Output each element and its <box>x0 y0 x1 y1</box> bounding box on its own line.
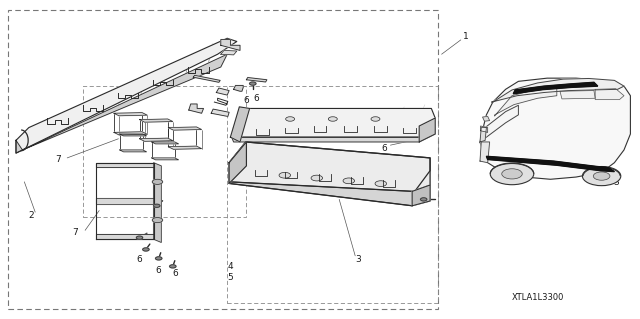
Polygon shape <box>216 88 229 95</box>
Polygon shape <box>152 142 179 144</box>
Polygon shape <box>16 54 227 153</box>
Polygon shape <box>140 138 173 141</box>
Circle shape <box>285 117 294 121</box>
Text: 6: 6 <box>137 256 142 264</box>
Text: XTLA1L3300: XTLA1L3300 <box>511 293 564 302</box>
Circle shape <box>279 172 291 178</box>
Circle shape <box>170 265 176 268</box>
Polygon shape <box>480 128 486 142</box>
Text: 6: 6 <box>253 94 259 103</box>
Text: 7: 7 <box>73 228 78 237</box>
Polygon shape <box>229 142 430 206</box>
Polygon shape <box>96 234 154 239</box>
Polygon shape <box>16 38 237 153</box>
Polygon shape <box>246 78 267 82</box>
Polygon shape <box>96 163 154 167</box>
Polygon shape <box>492 78 624 102</box>
Circle shape <box>154 204 160 207</box>
Circle shape <box>250 82 256 85</box>
Polygon shape <box>193 75 220 82</box>
Circle shape <box>328 117 337 121</box>
Polygon shape <box>221 40 240 50</box>
Circle shape <box>371 117 380 121</box>
Text: 6: 6 <box>244 96 249 105</box>
Polygon shape <box>513 82 598 94</box>
Polygon shape <box>480 78 630 179</box>
Polygon shape <box>229 182 430 206</box>
Polygon shape <box>120 134 147 136</box>
Circle shape <box>311 175 323 181</box>
Polygon shape <box>229 142 430 191</box>
Circle shape <box>502 169 522 179</box>
Polygon shape <box>120 150 147 152</box>
Circle shape <box>490 163 534 185</box>
Polygon shape <box>480 142 490 163</box>
Polygon shape <box>140 119 173 122</box>
Text: 3: 3 <box>356 256 361 264</box>
Text: 6: 6 <box>156 266 161 275</box>
Circle shape <box>136 236 143 239</box>
Circle shape <box>582 167 621 186</box>
Text: 6: 6 <box>381 144 387 153</box>
Polygon shape <box>481 126 488 132</box>
Polygon shape <box>211 109 229 116</box>
Circle shape <box>143 248 149 251</box>
Text: 7: 7 <box>55 155 60 164</box>
Circle shape <box>593 172 610 180</box>
Polygon shape <box>486 156 614 172</box>
Polygon shape <box>114 113 147 116</box>
Polygon shape <box>232 108 435 137</box>
Polygon shape <box>221 50 237 55</box>
Circle shape <box>152 179 163 184</box>
Polygon shape <box>168 127 202 130</box>
Polygon shape <box>152 158 179 160</box>
Polygon shape <box>234 85 243 91</box>
Text: 3: 3 <box>614 178 619 187</box>
Polygon shape <box>232 129 435 142</box>
Text: 1: 1 <box>463 32 468 41</box>
Polygon shape <box>96 198 154 204</box>
Polygon shape <box>495 87 557 116</box>
Polygon shape <box>168 146 202 149</box>
Circle shape <box>420 198 427 201</box>
Text: 2: 2 <box>28 211 33 220</box>
Circle shape <box>375 181 387 187</box>
Polygon shape <box>114 132 147 135</box>
Text: 2: 2 <box>495 114 500 123</box>
Text: 4: 4 <box>228 262 233 271</box>
Polygon shape <box>229 142 246 183</box>
Circle shape <box>152 218 163 223</box>
Polygon shape <box>480 105 518 142</box>
Polygon shape <box>595 89 624 100</box>
Polygon shape <box>483 116 490 121</box>
Polygon shape <box>412 185 430 206</box>
Circle shape <box>156 257 162 260</box>
Polygon shape <box>189 104 204 113</box>
Polygon shape <box>419 118 435 142</box>
Text: 6: 6 <box>173 269 178 278</box>
Polygon shape <box>230 107 250 142</box>
Text: 5: 5 <box>228 273 233 282</box>
Polygon shape <box>560 91 595 99</box>
Circle shape <box>343 178 355 184</box>
Polygon shape <box>154 163 161 242</box>
